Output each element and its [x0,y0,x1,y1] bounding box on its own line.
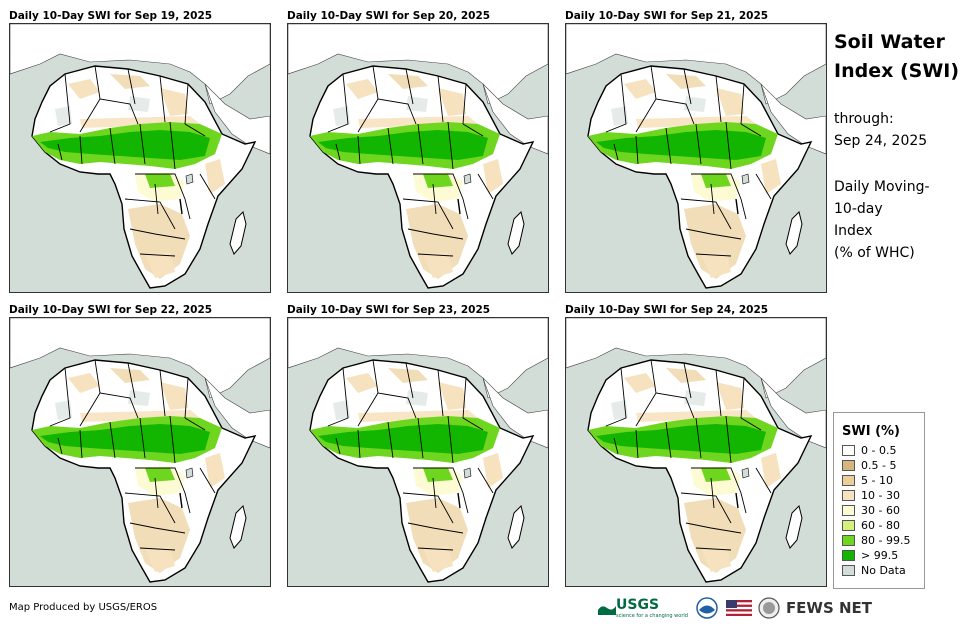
legend-item: 0.5 - 5 [842,458,924,473]
state-department-seal-icon [758,597,780,619]
map-panel-sep-22: Daily 10-Day SWI for Sep 22, 2025 [9,303,271,587]
product-title: Soil Water Index (SWI) [834,28,959,86]
product-title-line2: Index (SWI) [834,60,960,82]
map-panel-sep-23: Daily 10-Day SWI for Sep 23, 2025 [287,303,549,587]
through-block: through: Sep 24, 2025 [834,108,927,152]
through-date: Sep 24, 2025 [834,133,928,149]
legend-swatch [842,445,855,456]
usgs-tagline: science for a changing world [616,613,688,619]
product-title-line1: Soil Water [834,31,945,53]
swi-map [565,317,827,587]
usgs-label: USGS [616,597,660,613]
map-panel-sep-20: Daily 10-Day SWI for Sep 20, 2025 [287,9,549,293]
legend-label: > 99.5 [861,549,899,562]
legend-item: No Data [842,563,924,578]
through-label: through: [834,111,894,127]
fews-net-logo: FEWS NET [785,599,873,617]
legend: SWI (%) 0 - 0.5 0.5 - 5 5 - 10 10 - 30 30 - … [833,412,925,589]
legend-item: 30 - 60 [842,503,924,518]
legend-swatch [842,550,855,561]
legend-label: 60 - 80 [861,519,900,532]
map-credit: Map Produced by USGS/EROS [9,602,158,613]
legend-swatch [842,565,855,576]
swi-map [9,317,271,587]
map-panel-sep-19: Daily 10-Day SWI for Sep 19, 2025 [9,9,271,293]
us-flag-icon [725,600,752,616]
description-block: Daily Moving- 10-day Index (% of WHC) [834,176,930,264]
legend-item: 60 - 80 [842,518,924,533]
legend-label: 80 - 99.5 [861,534,911,547]
legend-label: 10 - 30 [861,489,900,502]
panel-title: Daily 10-Day SWI for Sep 19, 2025 [9,10,213,22]
description-line1: Daily Moving- [834,179,930,195]
panel-title: Daily 10-Day SWI for Sep 22, 2025 [9,304,213,316]
legend-swatch [842,505,855,516]
legend-item: 80 - 99.5 [842,533,924,548]
legend-swatch [842,520,855,531]
legend-item: > 99.5 [842,548,924,563]
legend-item: 0 - 0.5 [842,443,924,458]
panel-title: Daily 10-Day SWI for Sep 21, 2025 [565,10,769,22]
swi-map [287,23,549,293]
legend-item: 5 - 10 [842,473,924,488]
legend-label: 30 - 60 [861,504,900,517]
legend-swatch [842,460,855,471]
legend-label: 5 - 10 [861,474,893,487]
description-line3: Index [834,223,873,239]
legend-title: SWI (%) [842,424,900,439]
map-panel-sep-24: Daily 10-Day SWI for Sep 24, 2025 [565,303,827,587]
legend-label: No Data [861,564,906,577]
map-panel-sep-21: Daily 10-Day SWI for Sep 21, 2025 [565,9,827,293]
legend-swatch [842,490,855,501]
description-line2: 10-day [834,201,883,217]
swi-map [565,23,827,293]
logo-strip: USGS science for a changing world FEWS N… [598,596,872,620]
legend-item: 10 - 30 [842,488,924,503]
swi-map [9,23,271,293]
legend-label: 0 - 0.5 [861,444,897,457]
usgs-wave-icon [598,606,616,615]
panel-title: Daily 10-Day SWI for Sep 20, 2025 [287,10,491,22]
legend-swatch [842,535,855,546]
usgs-logo: USGS science for a changing world [598,597,688,619]
legend-swatch [842,475,855,486]
noaa-logo-icon [696,597,718,619]
description-line4: (% of WHC) [834,245,915,261]
panel-title: Daily 10-Day SWI for Sep 23, 2025 [287,304,491,316]
swi-map [287,317,549,587]
panel-title: Daily 10-Day SWI for Sep 24, 2025 [565,304,769,316]
legend-label: 0.5 - 5 [861,459,897,472]
